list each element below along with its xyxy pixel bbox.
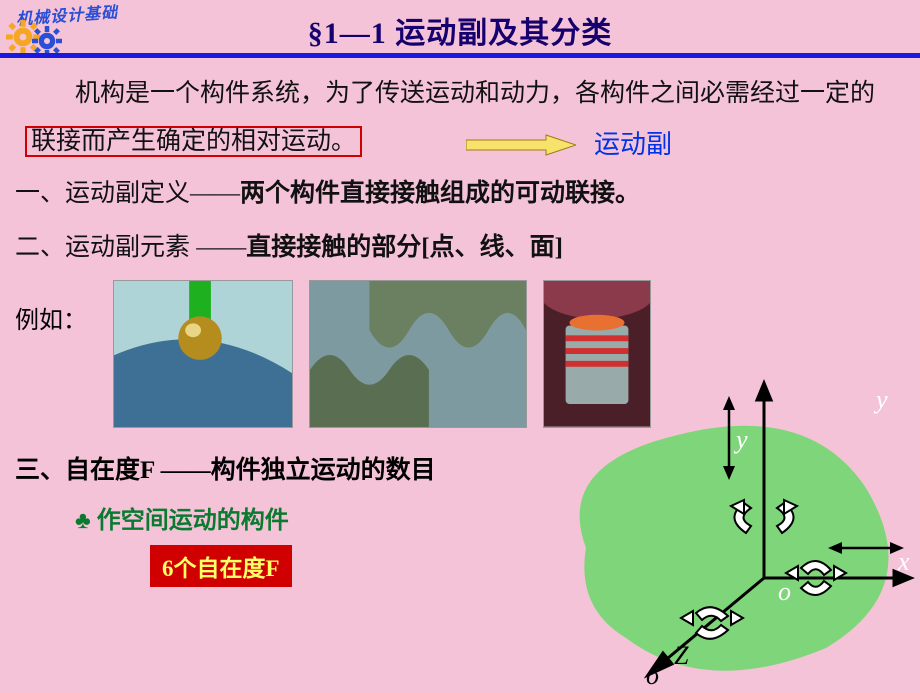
example-image-2 (309, 280, 527, 428)
def2-body: 直接接触的部分[点、线、面] (246, 234, 563, 261)
axis-label-x: x (897, 547, 910, 576)
def1-head: 一、运动副定义—— (15, 180, 240, 207)
arrow-callout: 运动副 (466, 120, 672, 169)
gear-icon (32, 26, 62, 56)
def1-body: 两个构件直接接触组成的可动联接。 (240, 180, 640, 207)
sec3-head: 三、自在度F —— (15, 457, 211, 484)
origin-label-2: o (646, 661, 659, 688)
origin-label: o (778, 577, 791, 606)
para1-pre: 机构是一个构件系统，为了传送运动和动力，各构件之间必需经过一定的 (75, 80, 875, 107)
coordinate-diagram: y x o y Z o (546, 358, 916, 688)
axis-label-z: Z (674, 641, 689, 670)
arrow-label: 运动副 (594, 120, 672, 169)
dof-badge: 6个自在度F (150, 545, 292, 587)
definition-1: 一、运动副定义——两个构件直接接触组成的可动联接。 (0, 165, 920, 209)
logo-corner: 机械设计基础 (2, 2, 132, 47)
example-label: 例如： (15, 300, 87, 335)
bullet-green: ♣作空间运动的构件 (75, 500, 289, 535)
axis-label-y: y (873, 385, 888, 414)
section-3: 三、自在度F ——构件独立运动的数目 (15, 450, 436, 486)
club-icon: ♣ (75, 508, 91, 534)
example-image-1 (113, 280, 293, 428)
slide-header: 机械设计基础 §1—1 运动副及其分类 (0, 0, 920, 58)
arrow-icon (466, 134, 576, 156)
slide-title: §1—1 运动副及其分类 (0, 0, 920, 52)
bullet-text: 作空间运动的构件 (97, 508, 289, 534)
definition-2: 二、运动副元素 ——直接接触的部分[点、线、面] (0, 209, 920, 263)
highlighted-phrase: 联接而产生确定的相对运动。 (25, 126, 362, 157)
def2-head: 二、运动副元素 —— (15, 234, 246, 261)
inner-label-y: y (733, 425, 748, 454)
intro-paragraph: 机构是一个构件系统，为了传送运动和动力，各构件之间必需经过一定的联接而产生确定的… (0, 58, 920, 165)
sec3-body: 构件独立运动的数目 (211, 457, 436, 484)
